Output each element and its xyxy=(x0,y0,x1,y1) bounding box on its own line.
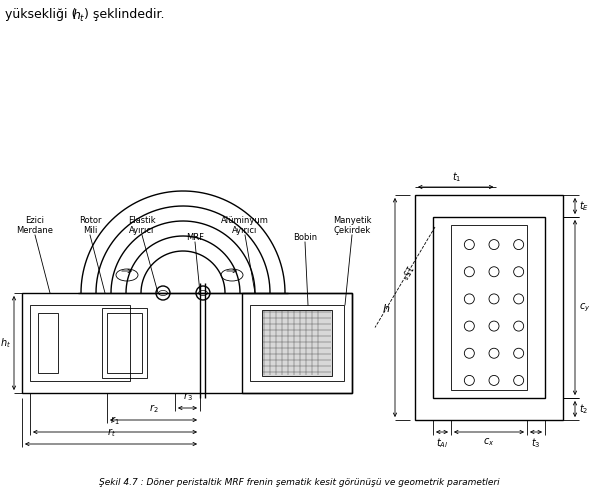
Text: Alüminyum
Ayırıcı: Alüminyum Ayırıcı xyxy=(221,216,269,235)
Text: Bobin: Bobin xyxy=(293,233,317,242)
Text: $t_1$: $t_1$ xyxy=(452,170,461,184)
Bar xyxy=(30,305,130,381)
Bar xyxy=(242,293,352,393)
Bar xyxy=(38,313,58,373)
Bar xyxy=(107,313,142,373)
Text: $h_t$: $h_t$ xyxy=(72,8,86,24)
Bar xyxy=(433,217,545,398)
Bar xyxy=(262,310,332,376)
Text: $t_3$: $t_3$ xyxy=(531,436,541,450)
Text: $t_E$: $t_E$ xyxy=(579,199,589,213)
Text: $t_{Al}$: $t_{Al}$ xyxy=(436,436,448,450)
Bar xyxy=(415,195,563,420)
Text: $t_2$: $t_2$ xyxy=(579,402,588,416)
Bar xyxy=(22,293,352,393)
Bar xyxy=(250,305,344,381)
Text: Manyetik
Çekirdek: Manyetik Çekirdek xyxy=(333,216,371,235)
Text: $r_t$: $r_t$ xyxy=(107,426,116,439)
Text: $r_1$: $r_1$ xyxy=(110,414,120,427)
Text: $h_t$: $h_t$ xyxy=(0,336,11,350)
Text: Şekil 4.7 : Döner peristaltik MRF frenin şematik kesit görünüşü ve geometrik par: Şekil 4.7 : Döner peristaltik MRF frenin… xyxy=(99,478,500,487)
Text: $r_3$: $r_3$ xyxy=(183,390,192,403)
Text: Rotor
Mili: Rotor Mili xyxy=(78,216,101,235)
Text: MRF: MRF xyxy=(186,233,204,242)
Text: $c_y$: $c_y$ xyxy=(579,301,591,314)
Text: $c_x$: $c_x$ xyxy=(483,436,495,448)
Text: yüksekliği (: yüksekliği ( xyxy=(5,8,77,21)
Text: Elastik
Ayırıcı: Elastik Ayırıcı xyxy=(128,216,156,235)
Text: $15°$: $15°$ xyxy=(398,261,416,281)
Text: $r_2$: $r_2$ xyxy=(149,402,158,415)
Bar xyxy=(451,225,527,390)
Bar xyxy=(102,308,147,378)
Text: Ezici
Merdane: Ezici Merdane xyxy=(17,216,53,235)
Text: $h$: $h$ xyxy=(382,301,390,313)
Text: ) şeklindedir.: ) şeklindedir. xyxy=(84,8,165,21)
